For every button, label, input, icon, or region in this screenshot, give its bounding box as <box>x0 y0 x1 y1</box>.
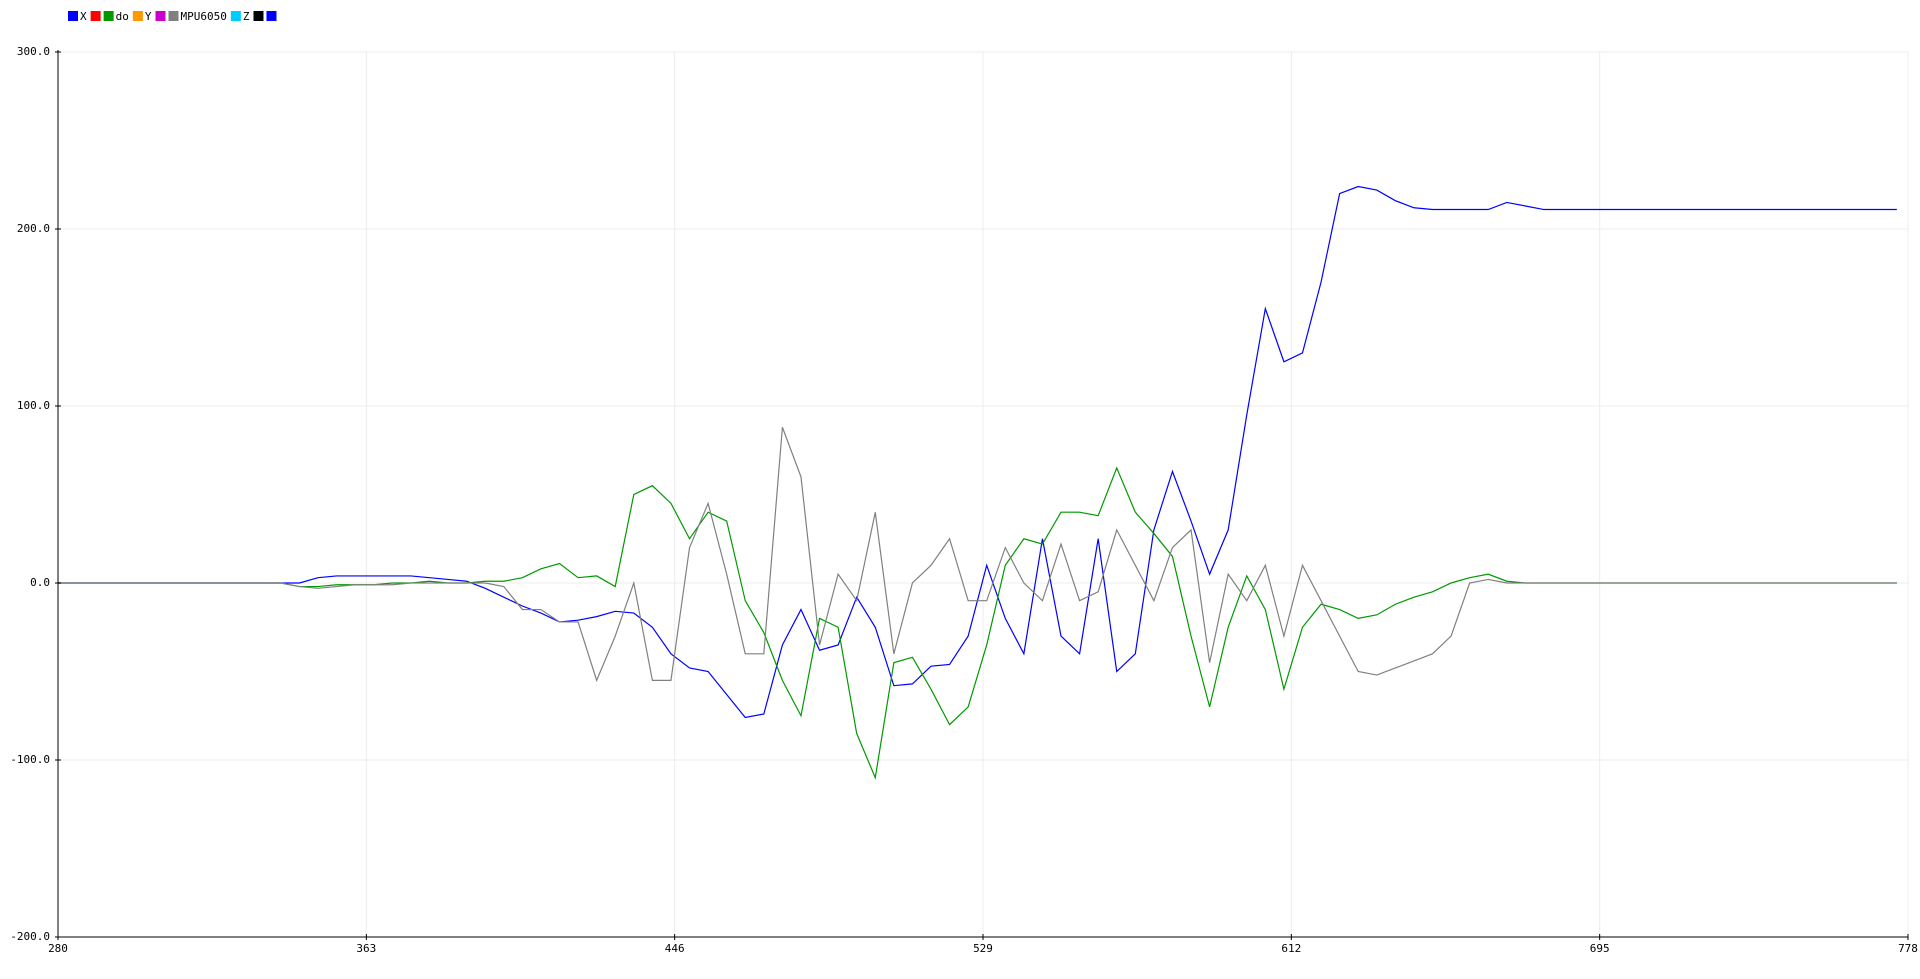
legend-label: X <box>80 10 87 23</box>
legend-swatch <box>168 11 179 21</box>
y-tick-label: 300.0 <box>17 45 50 58</box>
y-tick-label: -100.0 <box>10 753 50 766</box>
legend-label: Z <box>243 10 250 23</box>
x-tick-label: 778 <box>1898 942 1918 955</box>
y-tick-label: -200.0 <box>10 930 50 943</box>
legend-swatch <box>253 11 264 21</box>
series-line <box>58 185 1897 719</box>
plot-lines <box>58 185 1897 780</box>
legend-swatch <box>90 11 101 21</box>
x-tick-label: 695 <box>1590 942 1610 955</box>
y-tick-label: 100.0 <box>17 399 50 412</box>
axes: -200.0 -100.0 0.0 100.0 200.0 300.0 280 363 446 5… <box>10 45 1918 955</box>
legend-swatch <box>155 11 166 21</box>
grid <box>57 51 1909 938</box>
series-line <box>58 466 1897 780</box>
legend-swatch <box>266 11 277 21</box>
y-tick-label: 0.0 <box>30 576 50 589</box>
series-line <box>58 427 1897 683</box>
x-tick-label: 446 <box>665 942 685 955</box>
legend-label: Y <box>145 10 152 23</box>
x-tick-label: 612 <box>1281 942 1301 955</box>
legend-label: do <box>116 10 129 23</box>
legend-swatch <box>68 11 78 21</box>
legend-label: MPU6050 <box>181 10 227 23</box>
x-tick-label: 280 <box>48 942 68 955</box>
legend-swatch <box>103 11 114 21</box>
y-tick-label: 200.0 <box>17 222 50 235</box>
legend-swatch <box>132 11 143 21</box>
legend-swatch <box>230 11 241 21</box>
x-tick-label: 529 <box>973 942 993 955</box>
x-tick-label: 363 <box>356 942 376 955</box>
